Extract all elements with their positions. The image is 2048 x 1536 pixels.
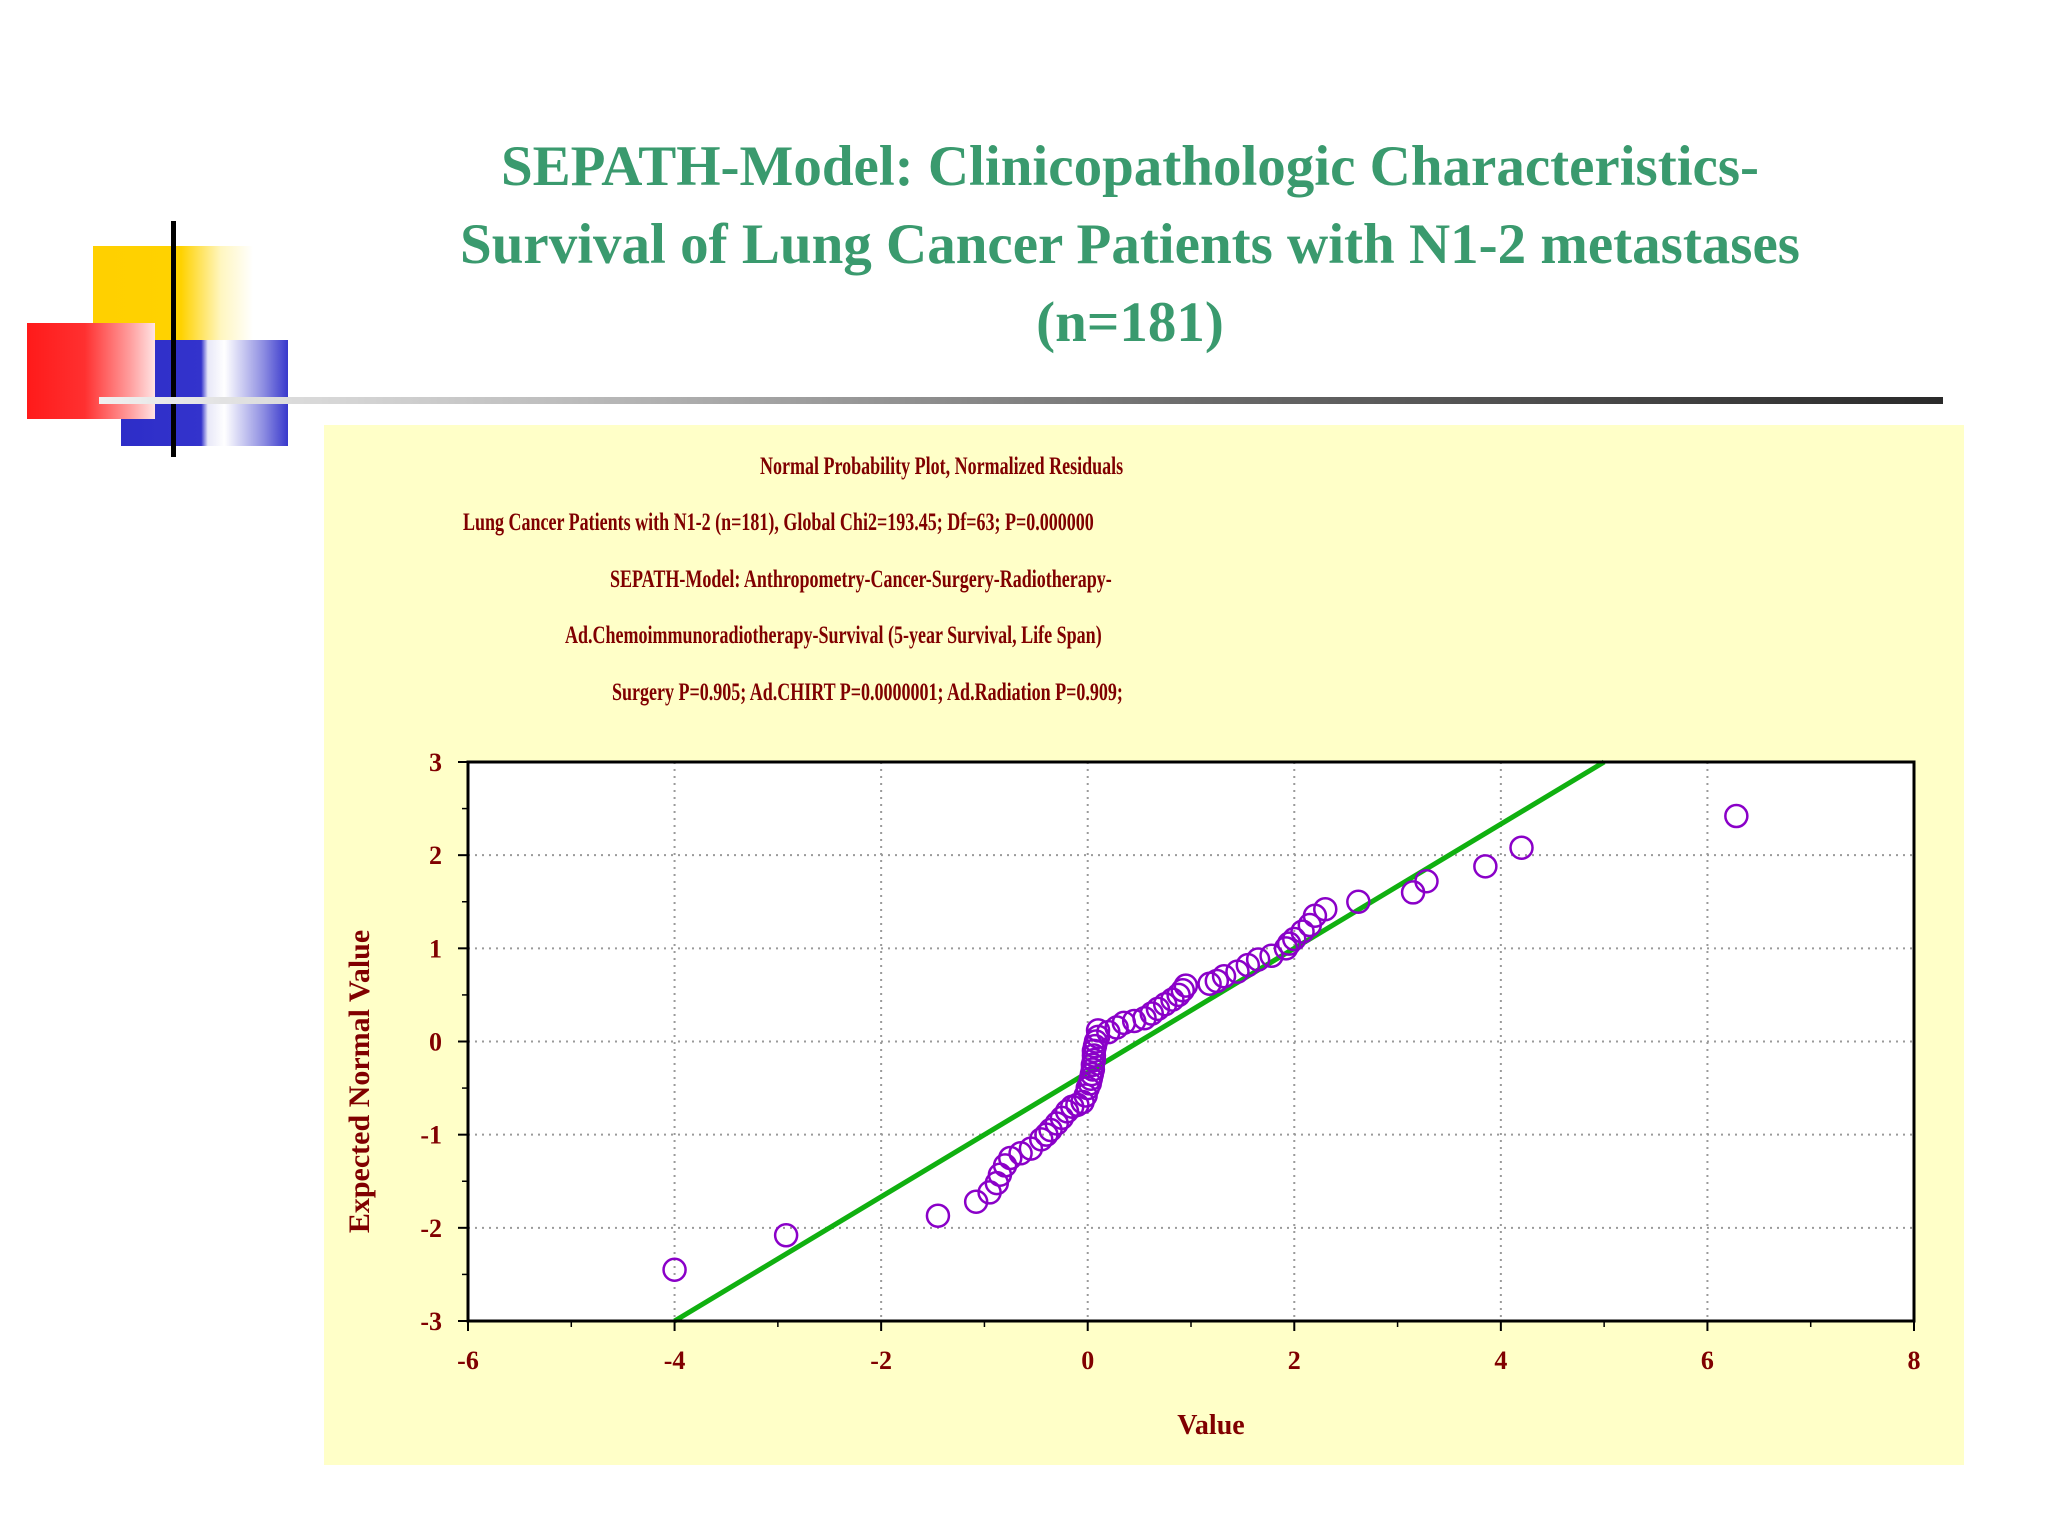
data-point xyxy=(963,1189,989,1214)
data-point xyxy=(1346,889,1371,914)
data-point xyxy=(1473,854,1498,879)
x-tick-label: 4 xyxy=(1494,1346,1507,1375)
chart-subtitle-line: Ad.Chemoimmunoradiotherapy-Survival (5-y… xyxy=(565,622,1102,649)
x-tick-label: 0 xyxy=(1081,1346,1094,1375)
data-point xyxy=(773,1223,799,1248)
y-tick-label: -3 xyxy=(420,1307,442,1336)
y-axis-label: Expected Normal Value xyxy=(343,930,376,1233)
data-point xyxy=(1028,1127,1054,1152)
x-tick-label: 8 xyxy=(1908,1346,1921,1375)
fit-line xyxy=(673,759,1606,1324)
data-points xyxy=(662,803,1749,1283)
data-point xyxy=(1509,835,1534,860)
x-tick-label: -4 xyxy=(664,1346,686,1375)
data-point xyxy=(1085,1018,1111,1043)
chart-subtitle-line: Surgery P=0.905; Ad.CHIRT P=0.0000001; A… xyxy=(612,679,1123,706)
y-tick-label: 3 xyxy=(429,748,442,777)
slide-title-line: SEPATH-Model: Clinicopathologic Characte… xyxy=(500,135,1760,198)
x-tick-label: -2 xyxy=(870,1346,892,1375)
slide-title: SEPATH-Model: Clinicopathologic Characte… xyxy=(300,128,1960,362)
y-axis-ticks: 3 2 1 0 -1 -2 -3 xyxy=(420,748,468,1336)
data-point xyxy=(1313,896,1338,922)
chart-subtitle-line: SEPATH-Model: Anthropometry-Cancer-Surge… xyxy=(610,566,1112,593)
data-point xyxy=(1104,1015,1129,1040)
data-point xyxy=(1204,968,1230,994)
data-point xyxy=(1273,936,1299,961)
y-tick-label: 2 xyxy=(429,841,442,870)
y-tick-label: -1 xyxy=(420,1121,442,1150)
data-point xyxy=(992,1153,1018,1178)
data-point xyxy=(1245,947,1271,972)
y-tick-label: -2 xyxy=(420,1214,442,1243)
data-point xyxy=(1211,964,1237,989)
data-point xyxy=(1282,926,1307,952)
decor-vertical-bar xyxy=(171,221,176,457)
data-point xyxy=(662,1257,687,1283)
chart-subtitle-line: Lung Cancer Patients with N1-2 (n=181), … xyxy=(463,509,1094,536)
chart-panel: Normal Probability Plot, Normalized Resi… xyxy=(324,425,1964,1465)
x-tick-label: 2 xyxy=(1288,1346,1301,1375)
x-tick-label: -6 xyxy=(457,1346,479,1375)
chart-title: Normal Probability Plot, Normalized Resi… xyxy=(760,453,1124,480)
data-point xyxy=(925,1203,951,1228)
title-underline-rule xyxy=(99,397,1943,404)
data-point xyxy=(1414,869,1439,894)
x-tick-label: 6 xyxy=(1701,1346,1714,1375)
fit-line-layer xyxy=(673,759,1606,1324)
data-point xyxy=(1259,943,1284,969)
x-axis-label: Value xyxy=(1177,1410,1244,1441)
slide-title-line: Survival of Lung Cancer Patients with N1… xyxy=(460,213,1800,276)
slide-title-line: (n=181) xyxy=(1036,291,1224,354)
data-point xyxy=(1290,919,1315,944)
data-point xyxy=(1152,991,1178,1017)
data-point xyxy=(1132,1005,1157,1031)
data-point xyxy=(1276,931,1302,956)
data-point xyxy=(1139,1001,1165,1026)
normal-probability-plot: -6 -4 -2 0 2 4 6 8 3 2 1 0 -1 -2 -3 Value Expected No… xyxy=(343,748,1921,1441)
grid-lines xyxy=(468,762,1914,1321)
y-tick-label: 0 xyxy=(429,1028,442,1057)
data-point xyxy=(1173,973,1199,998)
x-axis-ticks: -6 -4 -2 0 2 4 6 8 xyxy=(457,1321,1921,1375)
decor-red-square xyxy=(27,323,155,419)
data-point xyxy=(1724,803,1749,829)
data-point xyxy=(1170,978,1195,1003)
y-tick-label: 1 xyxy=(429,934,442,963)
